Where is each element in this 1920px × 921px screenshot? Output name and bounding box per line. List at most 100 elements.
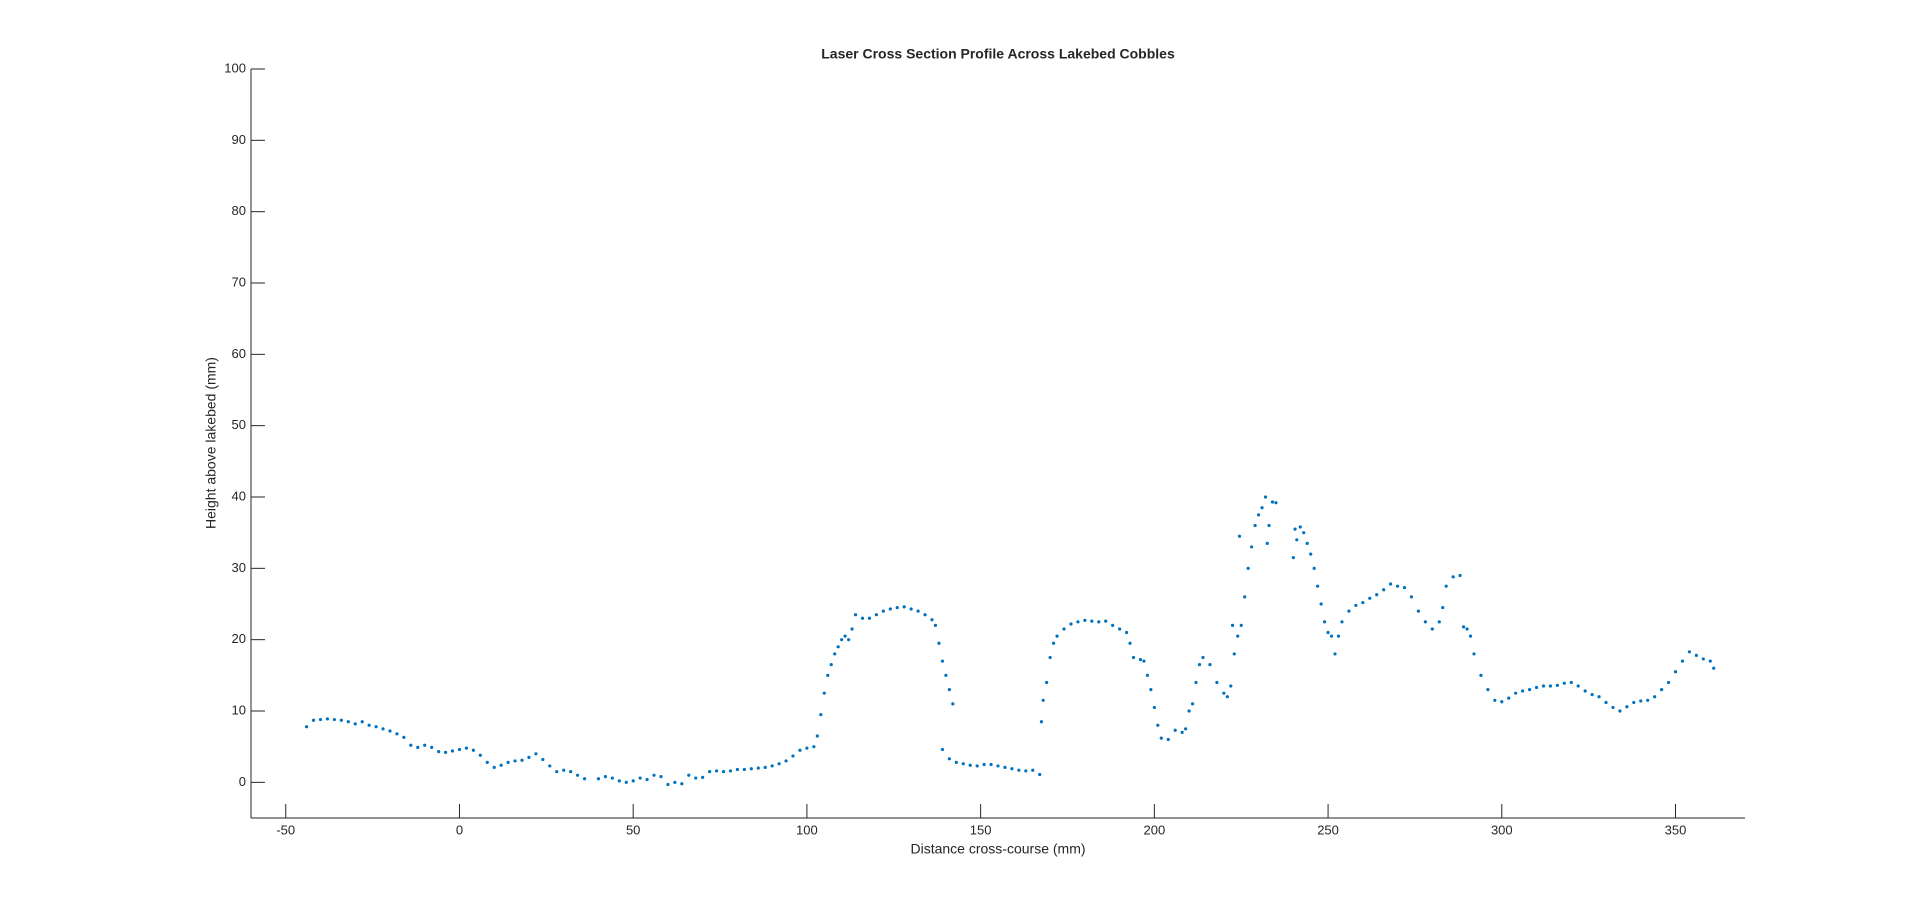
point xyxy=(1232,652,1236,656)
point xyxy=(1041,698,1045,702)
y-tick-label: 40 xyxy=(232,488,246,503)
point xyxy=(989,762,993,767)
point xyxy=(569,770,573,774)
point xyxy=(485,760,489,764)
point xyxy=(1625,705,1629,709)
point xyxy=(1215,680,1219,685)
point xyxy=(1673,670,1678,674)
point xyxy=(381,727,385,731)
point xyxy=(860,616,865,620)
point xyxy=(506,760,510,764)
point xyxy=(1461,625,1466,629)
y-tick-label: 30 xyxy=(232,560,246,575)
point xyxy=(1051,641,1056,645)
point xyxy=(1430,627,1434,631)
point xyxy=(1184,727,1188,731)
point xyxy=(1597,695,1601,699)
point xyxy=(867,616,872,620)
point xyxy=(1230,623,1235,628)
point xyxy=(714,769,719,773)
point xyxy=(728,769,733,773)
point xyxy=(548,764,552,768)
point xyxy=(1180,730,1184,735)
point xyxy=(1639,699,1643,703)
point xyxy=(961,762,965,766)
point xyxy=(513,759,517,763)
point xyxy=(1069,622,1073,626)
point xyxy=(777,762,781,766)
point xyxy=(1541,684,1546,688)
point xyxy=(541,757,545,762)
point xyxy=(812,745,816,749)
point xyxy=(791,754,795,758)
point xyxy=(1389,582,1393,586)
point xyxy=(1646,698,1650,702)
point xyxy=(1653,695,1657,699)
point xyxy=(1237,534,1242,538)
point xyxy=(982,762,986,767)
point xyxy=(1090,619,1094,623)
point xyxy=(968,763,972,767)
point xyxy=(1104,619,1108,623)
point xyxy=(1055,634,1059,638)
point xyxy=(1291,556,1295,560)
point xyxy=(1375,593,1379,597)
point xyxy=(332,717,336,722)
point xyxy=(311,718,316,722)
point xyxy=(1465,627,1469,631)
point xyxy=(374,725,378,729)
point xyxy=(325,717,330,721)
point xyxy=(763,765,767,769)
point xyxy=(1062,627,1066,631)
point xyxy=(853,613,858,617)
point xyxy=(304,725,309,729)
point xyxy=(1666,680,1671,685)
x-tick-label: 50 xyxy=(626,822,640,837)
point xyxy=(1468,634,1473,638)
x-tick-label: 200 xyxy=(1143,822,1165,837)
point xyxy=(1701,657,1705,661)
point xyxy=(1493,698,1497,702)
point xyxy=(478,753,482,757)
point xyxy=(1534,685,1539,690)
point xyxy=(850,627,854,631)
point xyxy=(409,743,413,747)
y-tick-label: 90 xyxy=(232,132,246,147)
point xyxy=(756,766,760,770)
point xyxy=(666,782,670,787)
point xyxy=(1149,688,1153,692)
point xyxy=(1243,595,1247,599)
point xyxy=(937,641,941,645)
point xyxy=(1329,634,1334,638)
point xyxy=(742,767,746,772)
x-tick-label: 150 xyxy=(970,822,992,837)
point xyxy=(652,773,656,777)
point xyxy=(819,712,823,717)
point xyxy=(1017,768,1021,772)
point xyxy=(1336,634,1341,638)
point xyxy=(457,747,462,752)
point xyxy=(575,773,580,777)
point xyxy=(423,743,427,747)
x-axis-label: Distance cross-course (mm) xyxy=(910,841,1085,857)
point xyxy=(1618,709,1622,713)
point xyxy=(318,717,323,722)
point xyxy=(1236,634,1240,638)
point xyxy=(836,645,840,649)
point xyxy=(1583,689,1587,693)
point xyxy=(1142,659,1146,663)
point xyxy=(975,764,979,768)
point xyxy=(1500,700,1504,704)
point xyxy=(1267,523,1271,528)
point xyxy=(360,720,364,724)
point xyxy=(815,734,819,738)
point xyxy=(395,732,399,736)
y-tick-label: 0 xyxy=(239,774,246,789)
point xyxy=(1222,691,1226,695)
point xyxy=(1309,552,1313,556)
point xyxy=(1152,705,1156,710)
point xyxy=(1097,620,1101,624)
point xyxy=(822,691,826,695)
point xyxy=(450,749,455,753)
